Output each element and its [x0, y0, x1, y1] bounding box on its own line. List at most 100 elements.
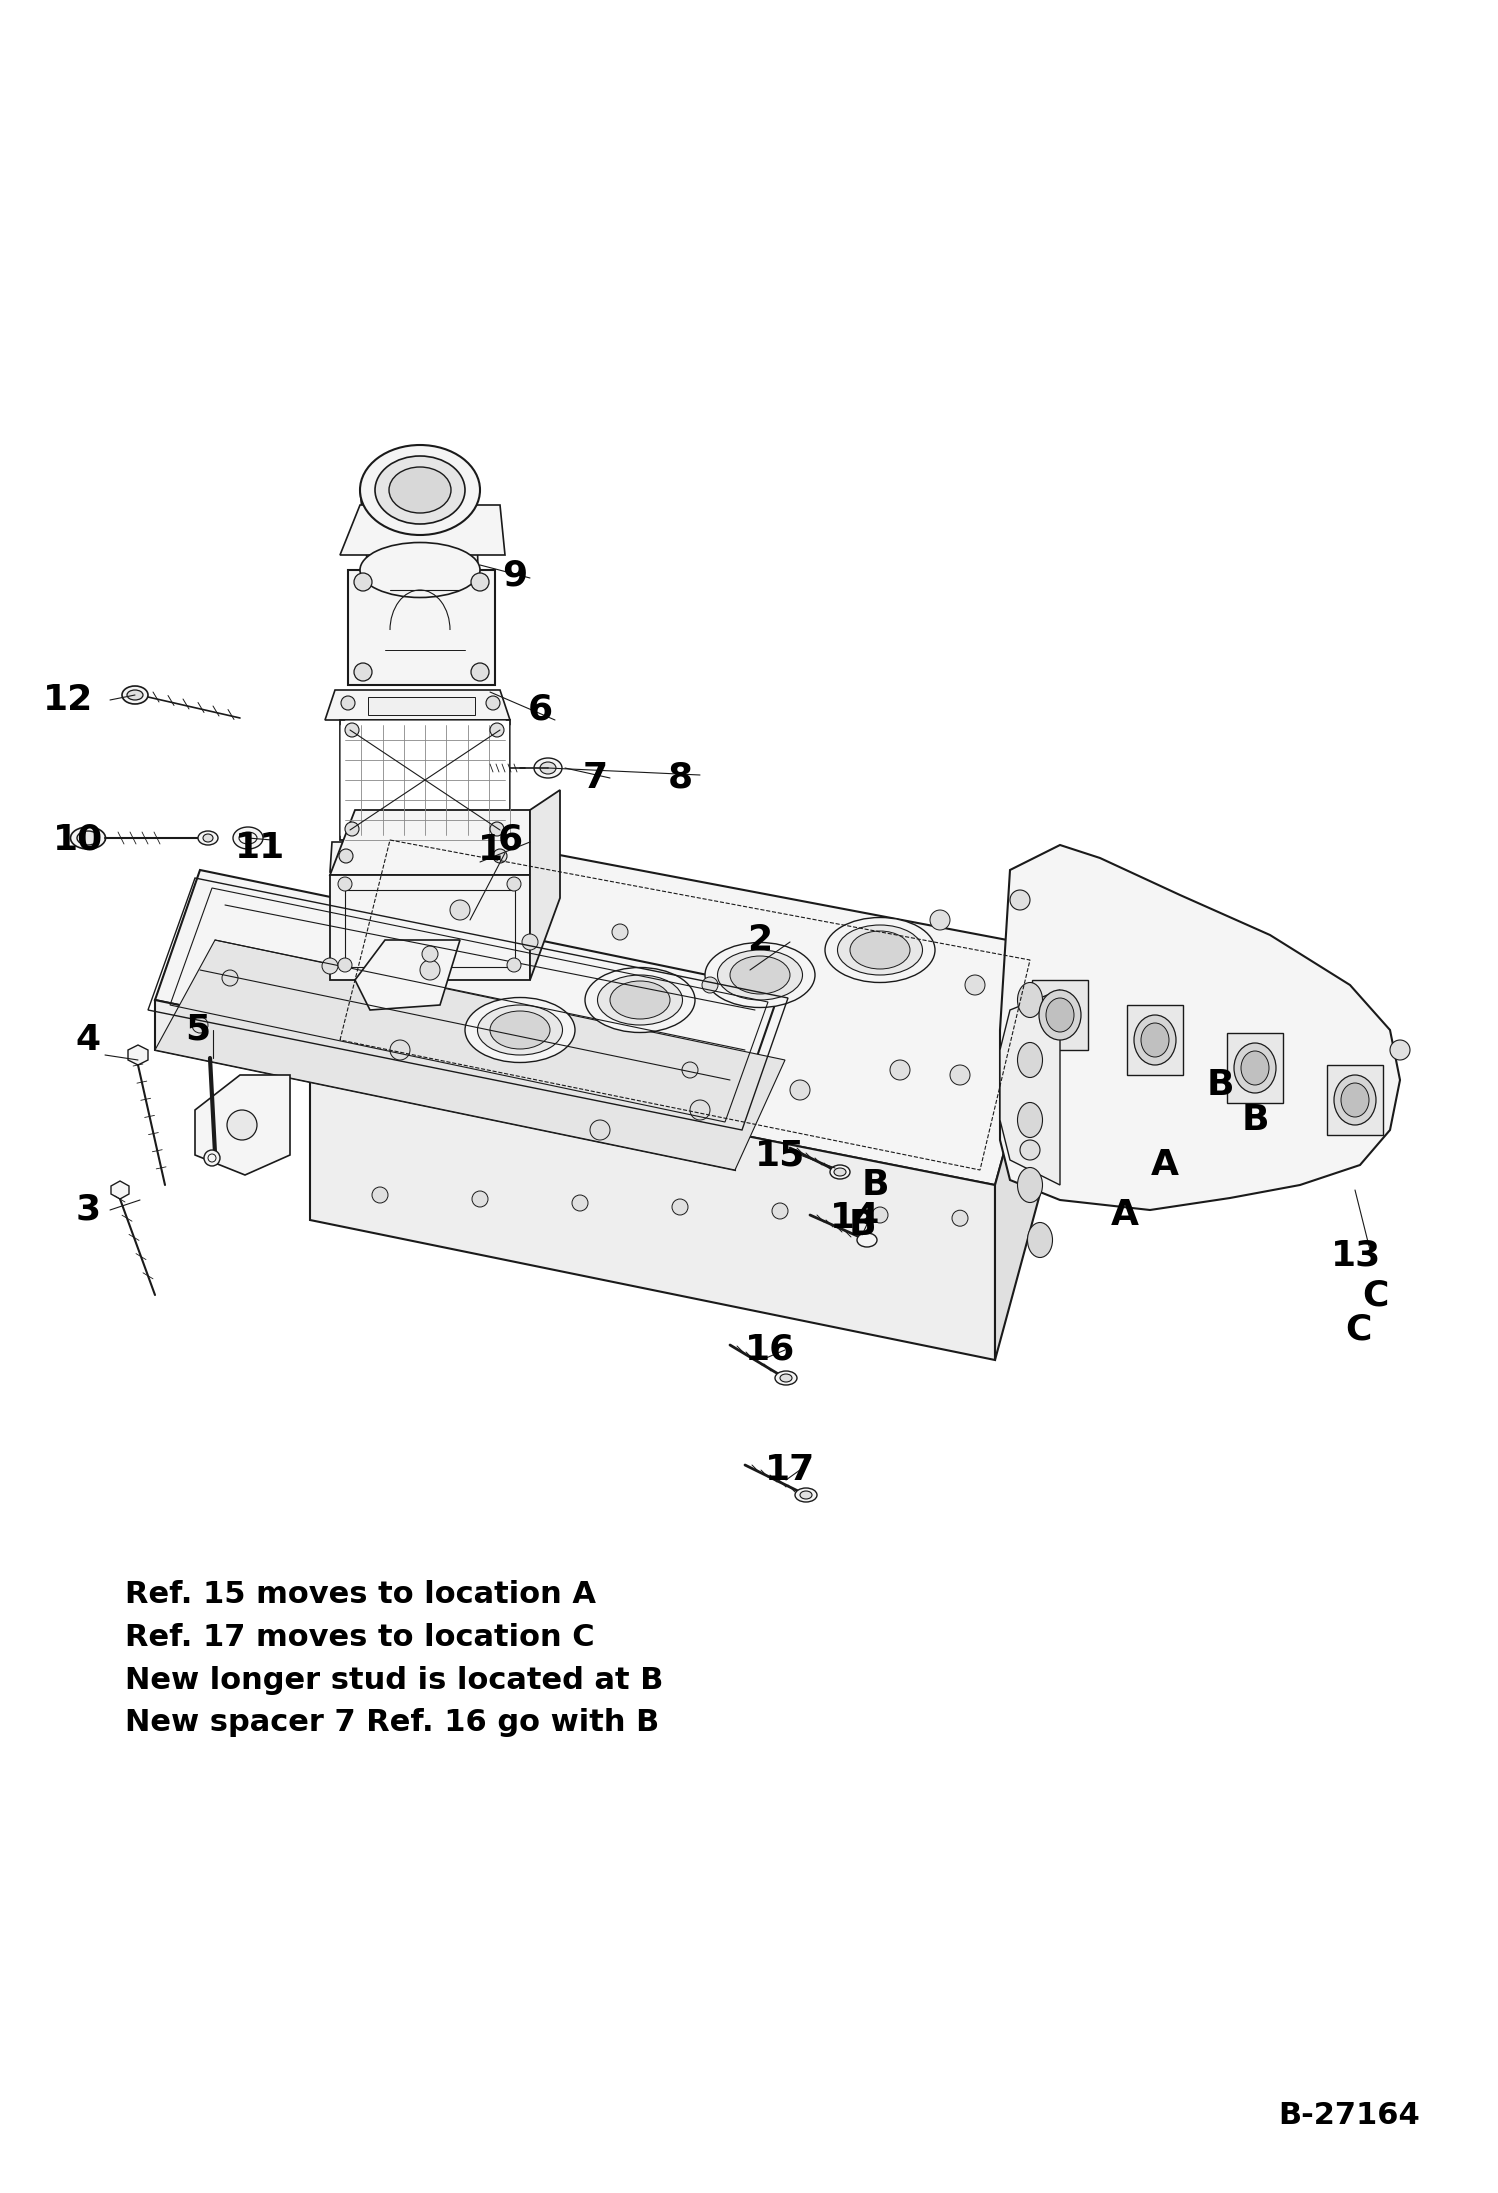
Ellipse shape — [598, 976, 683, 1024]
Polygon shape — [330, 875, 530, 980]
Ellipse shape — [360, 542, 479, 596]
Ellipse shape — [610, 980, 670, 1020]
Ellipse shape — [771, 1204, 788, 1219]
Ellipse shape — [345, 724, 360, 737]
Ellipse shape — [470, 572, 488, 590]
Ellipse shape — [354, 662, 372, 682]
Polygon shape — [355, 941, 460, 1011]
Polygon shape — [127, 1046, 148, 1066]
Text: 9: 9 — [502, 557, 527, 592]
Ellipse shape — [691, 1101, 710, 1121]
Ellipse shape — [342, 695, 355, 711]
Ellipse shape — [419, 961, 440, 980]
Ellipse shape — [849, 932, 909, 969]
Ellipse shape — [1234, 1044, 1276, 1092]
Ellipse shape — [930, 910, 950, 930]
Ellipse shape — [339, 877, 352, 890]
Text: C: C — [1362, 1279, 1389, 1311]
Ellipse shape — [572, 1195, 589, 1211]
Text: A: A — [1150, 1147, 1179, 1182]
Polygon shape — [340, 504, 505, 555]
Ellipse shape — [354, 572, 372, 590]
Ellipse shape — [234, 827, 264, 849]
Polygon shape — [154, 871, 780, 1121]
Text: A: A — [1112, 1197, 1138, 1232]
Ellipse shape — [372, 1186, 388, 1204]
Ellipse shape — [1141, 1022, 1168, 1057]
Ellipse shape — [121, 686, 148, 704]
Ellipse shape — [965, 976, 986, 996]
Polygon shape — [330, 842, 518, 873]
Polygon shape — [310, 820, 1061, 1184]
Ellipse shape — [613, 923, 628, 941]
Polygon shape — [1032, 980, 1088, 1050]
Ellipse shape — [422, 945, 437, 963]
Ellipse shape — [490, 724, 503, 737]
Ellipse shape — [228, 1110, 258, 1140]
Text: 17: 17 — [765, 1454, 815, 1487]
Polygon shape — [330, 809, 530, 875]
Ellipse shape — [703, 978, 718, 993]
Text: 14: 14 — [830, 1202, 881, 1235]
Ellipse shape — [127, 691, 142, 700]
Ellipse shape — [490, 822, 503, 836]
Polygon shape — [348, 570, 494, 684]
Ellipse shape — [389, 467, 451, 513]
Ellipse shape — [718, 950, 803, 1000]
Polygon shape — [1227, 1033, 1282, 1103]
Polygon shape — [154, 941, 785, 1171]
Ellipse shape — [1017, 1103, 1043, 1138]
Ellipse shape — [470, 662, 488, 682]
Text: Ref. 15 moves to location A
Ref. 17 moves to location C
New longer stud is locat: Ref. 15 moves to location A Ref. 17 move… — [124, 1579, 664, 1737]
Ellipse shape — [1017, 1167, 1043, 1202]
Text: 6: 6 — [527, 693, 553, 728]
Ellipse shape — [198, 831, 219, 844]
Ellipse shape — [204, 833, 213, 842]
Polygon shape — [340, 719, 509, 840]
Ellipse shape — [339, 958, 352, 971]
Ellipse shape — [1020, 1140, 1040, 1160]
Ellipse shape — [1390, 1039, 1410, 1059]
Ellipse shape — [795, 1489, 816, 1502]
Text: C: C — [1345, 1314, 1371, 1347]
Ellipse shape — [682, 1061, 698, 1079]
Ellipse shape — [857, 1232, 876, 1248]
Ellipse shape — [1134, 1015, 1176, 1066]
Ellipse shape — [539, 761, 556, 774]
Ellipse shape — [521, 934, 538, 950]
Ellipse shape — [1046, 998, 1074, 1033]
Ellipse shape — [464, 998, 575, 1061]
Text: 6: 6 — [497, 822, 523, 857]
Ellipse shape — [673, 1200, 688, 1215]
Text: B: B — [1242, 1103, 1269, 1136]
Ellipse shape — [830, 1164, 849, 1180]
Ellipse shape — [774, 1371, 797, 1386]
Ellipse shape — [1341, 1083, 1369, 1116]
Ellipse shape — [485, 695, 500, 711]
Polygon shape — [111, 1182, 129, 1200]
Text: 2: 2 — [748, 923, 773, 956]
Polygon shape — [360, 489, 478, 570]
Polygon shape — [310, 1050, 995, 1360]
Ellipse shape — [953, 1211, 968, 1226]
Text: 8: 8 — [668, 761, 692, 796]
Text: 10: 10 — [52, 822, 103, 857]
Ellipse shape — [506, 877, 521, 890]
Ellipse shape — [204, 1149, 220, 1167]
Text: 4: 4 — [75, 1022, 100, 1057]
Text: B: B — [848, 1208, 876, 1241]
Text: 1: 1 — [478, 833, 502, 866]
Polygon shape — [995, 950, 1061, 1360]
Ellipse shape — [890, 1059, 909, 1079]
Polygon shape — [1001, 844, 1401, 1211]
Polygon shape — [1327, 1066, 1383, 1136]
Ellipse shape — [825, 917, 935, 982]
Polygon shape — [1001, 989, 1061, 1184]
Polygon shape — [369, 697, 475, 715]
Ellipse shape — [1040, 989, 1082, 1039]
Ellipse shape — [800, 1491, 812, 1500]
Ellipse shape — [730, 956, 789, 993]
Ellipse shape — [374, 456, 464, 524]
Text: B: B — [861, 1169, 888, 1202]
Ellipse shape — [192, 1018, 208, 1033]
